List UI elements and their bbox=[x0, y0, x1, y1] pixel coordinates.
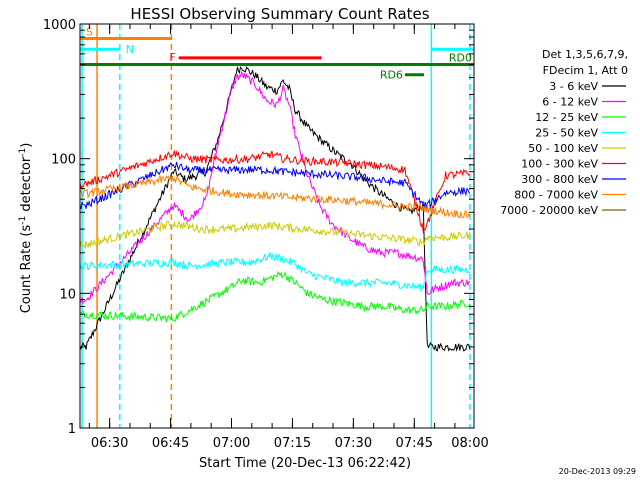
flag-label-4: RD0 bbox=[449, 52, 472, 65]
x-tick-label-5: 07:45 bbox=[396, 436, 433, 451]
flag-label-5: RD6 bbox=[380, 69, 403, 82]
legend-label-2: 12 - 25 keV bbox=[535, 111, 598, 124]
legend-label-4: 50 - 100 keV bbox=[528, 142, 598, 155]
y-tick-label-1: 100 bbox=[51, 153, 76, 168]
x-tick-label-1: 06:45 bbox=[152, 436, 189, 451]
flag-label-0: S bbox=[86, 26, 93, 39]
plot-area: S N F RD0 RD6 1000 100 10 1 06:30 06:45 07:00 07:15 0… bbox=[43, 18, 489, 451]
chart-title: HESSI Observing Summary Count Rates bbox=[130, 5, 429, 23]
series-line-0 bbox=[79, 66, 471, 353]
flag-label-1: N bbox=[126, 43, 134, 56]
x-tick-label-0: 06:30 bbox=[91, 436, 128, 451]
x-axis-label: Start Time (20-Dec-13 06:22:42) bbox=[199, 456, 411, 471]
legend-label-1: 6 - 12 keV bbox=[542, 96, 598, 109]
series-line-3 bbox=[79, 252, 471, 292]
legend-label-5: 100 - 300 keV bbox=[521, 158, 598, 171]
legend-label-7: 800 - 7000 keV bbox=[514, 189, 598, 202]
flag-label-3: F bbox=[169, 51, 175, 64]
y-tick-label-2: 10 bbox=[59, 287, 76, 302]
series-line-2 bbox=[79, 270, 471, 323]
legend: Det 1,3,5,6,7,9, FDecim 1, Att 0 3 - 6 k… bbox=[500, 48, 628, 217]
legend-label-3: 25 - 50 keV bbox=[535, 127, 598, 140]
series-line-6 bbox=[79, 161, 471, 210]
x-tick-label-4: 07:30 bbox=[335, 436, 372, 451]
y-tick-label-3: 1 bbox=[68, 422, 76, 437]
series-line-1 bbox=[79, 70, 471, 305]
y-axis-label: Count Rate (s-1 detector-1) bbox=[18, 143, 34, 314]
x-tick-label-6: 08:00 bbox=[451, 436, 488, 451]
y-tick-label-0: 1000 bbox=[43, 18, 76, 33]
x-tick-label-2: 07:00 bbox=[213, 436, 250, 451]
series-line-5 bbox=[79, 149, 471, 234]
legend-header-2: FDecim 1, Att 0 bbox=[543, 64, 628, 77]
series-line-7 bbox=[79, 174, 471, 219]
legend-header-1: Det 1,3,5,6,7,9, bbox=[542, 48, 628, 61]
legend-label-0: 3 - 6 keV bbox=[549, 80, 598, 93]
series-line-4 bbox=[79, 220, 471, 250]
plot-frame bbox=[79, 23, 475, 429]
footer-timestamp: 20-Dec-2013 09:29 bbox=[559, 467, 636, 476]
x-tick-label-3: 07:15 bbox=[274, 436, 311, 451]
legend-label-6: 300 - 800 keV bbox=[521, 173, 598, 186]
legend-label-8: 7000 - 20000 keV bbox=[500, 204, 598, 217]
